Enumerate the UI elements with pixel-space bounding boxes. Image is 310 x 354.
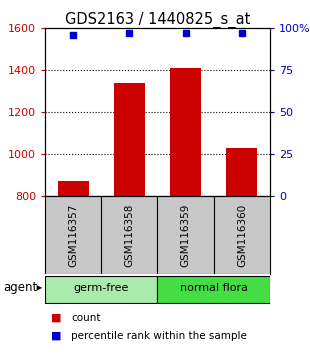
Bar bbox=[45, 276, 157, 303]
Text: normal flora: normal flora bbox=[180, 283, 248, 293]
Text: ■: ■ bbox=[51, 313, 62, 323]
Text: ■: ■ bbox=[51, 331, 62, 341]
Bar bbox=[170, 68, 201, 196]
Bar bbox=[58, 181, 89, 196]
Title: GDS2163 / 1440825_s_at: GDS2163 / 1440825_s_at bbox=[65, 12, 250, 28]
Text: GSM116359: GSM116359 bbox=[181, 204, 191, 267]
Text: GSM116358: GSM116358 bbox=[124, 204, 134, 267]
Text: percentile rank within the sample: percentile rank within the sample bbox=[71, 331, 247, 341]
Text: agent: agent bbox=[3, 281, 37, 295]
Bar bbox=[226, 148, 257, 196]
Bar bbox=[157, 276, 270, 303]
Text: germ-free: germ-free bbox=[73, 283, 129, 293]
Text: count: count bbox=[71, 313, 101, 323]
Bar bbox=[114, 83, 145, 196]
Text: GSM116357: GSM116357 bbox=[68, 204, 78, 267]
Text: GSM116360: GSM116360 bbox=[237, 204, 247, 267]
